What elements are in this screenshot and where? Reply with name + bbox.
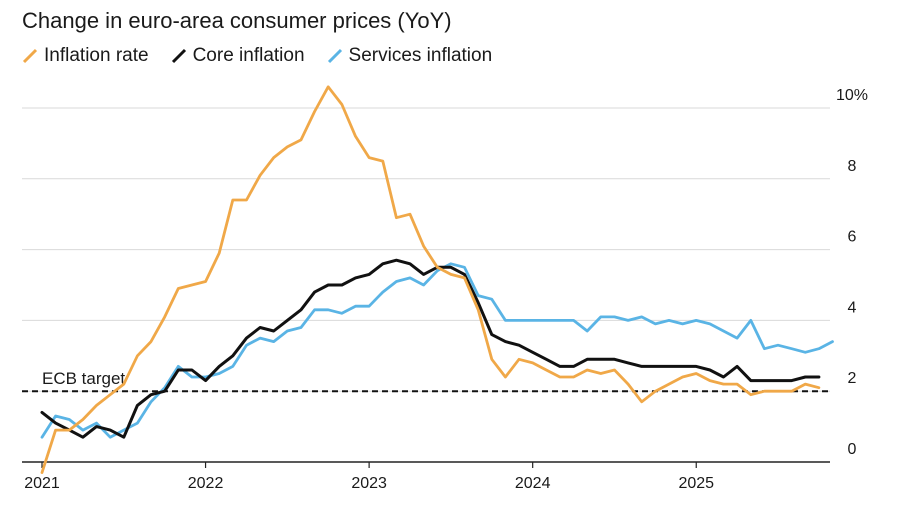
series-line-services-inflation: [40, 262, 834, 439]
legend-item-services-inflation: Services inflation: [327, 45, 493, 67]
y-tick-label: 4: [848, 299, 857, 316]
x-tick-label: 2024: [515, 475, 551, 492]
legend-swatch-services-inflation: [327, 48, 342, 64]
chart-title: Change in euro-area consumer prices (YoY…: [22, 8, 452, 33]
ecb-target-label: ECB target: [42, 369, 125, 388]
legend-label-services-inflation: Services inflation: [348, 45, 493, 66]
legend-label-inflation-rate: Inflation rate: [44, 45, 149, 66]
legend-swatch-inflation-rate: [22, 48, 38, 64]
x-tick-label: 2025: [678, 475, 714, 492]
x-tick-label: 2023: [351, 475, 387, 492]
y-tick-label: 6: [848, 229, 857, 246]
legend-label-core-inflation: Core inflation: [192, 45, 305, 66]
y-tick-label: 8: [848, 158, 857, 175]
legend: Inflation rate Core inflation Services i…: [22, 45, 492, 67]
x-tick-label: 2021: [24, 475, 60, 492]
series-line-inflation-rate: [40, 85, 821, 475]
legend-swatch-core-inflation: [171, 48, 186, 64]
y-tick-label: 2: [848, 370, 857, 387]
y-tick-label: 10%: [836, 87, 868, 104]
legend-item-core-inflation: Core inflation: [171, 45, 305, 67]
y-tick-label: 0: [848, 441, 857, 458]
series-line-core-inflation: [40, 258, 821, 439]
legend-item-inflation-rate: Inflation rate: [22, 45, 149, 67]
x-tick-label: 2022: [188, 475, 224, 492]
